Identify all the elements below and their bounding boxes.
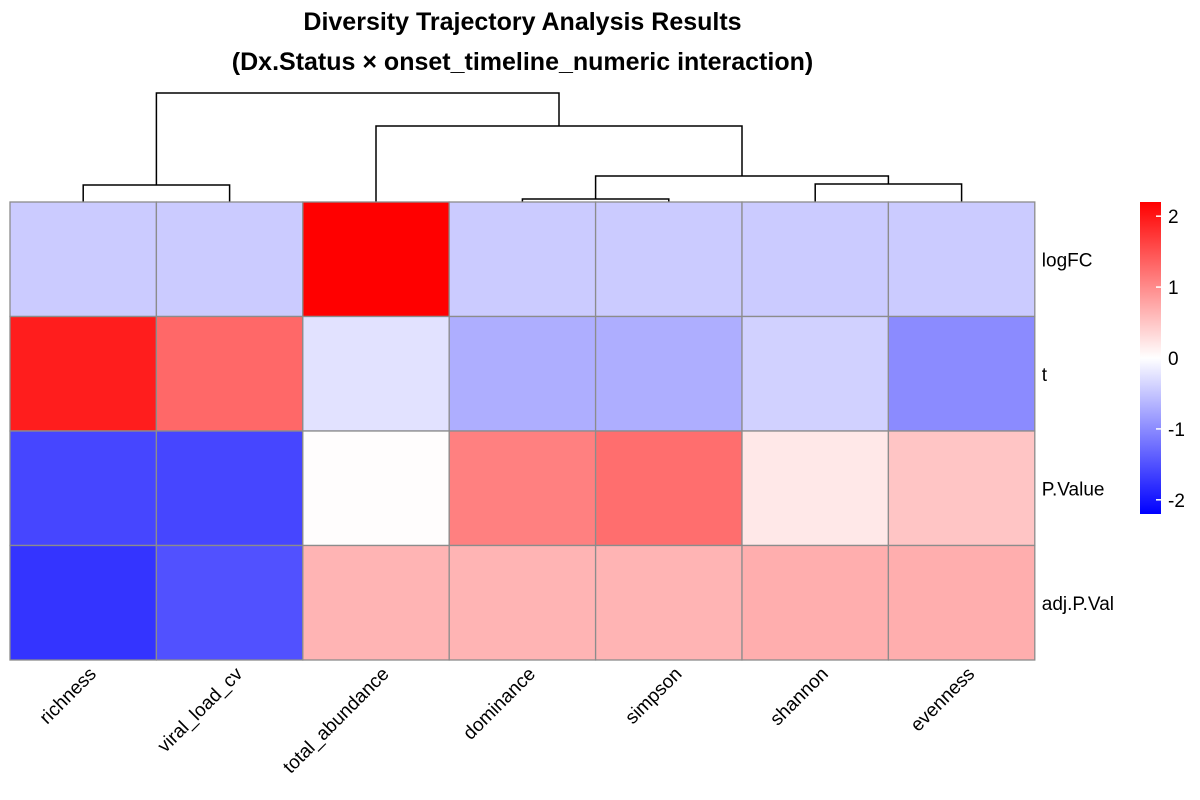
heatmap-cell <box>741 201 890 318</box>
column-label: simpson <box>621 664 686 729</box>
heatmap-cell <box>302 315 450 432</box>
legend-color-bar <box>1140 202 1161 514</box>
heatmap-cell <box>9 430 158 547</box>
heatmap-cell <box>741 430 890 547</box>
heatmap-cell <box>887 201 1036 318</box>
dendrogram-branch <box>375 125 743 202</box>
heatmap-cell <box>741 315 890 432</box>
legend-tick-label: -1 <box>1168 420 1185 441</box>
heatmap-cell <box>448 201 597 318</box>
legend-tick-label: -2 <box>1168 491 1185 512</box>
heatmap-cell <box>887 544 1036 661</box>
dendrogram-branch <box>594 175 890 199</box>
heatmap-cell <box>155 315 304 432</box>
row-labels: logFC t P.Value adj.P.Val <box>1042 250 1114 615</box>
heatmap-cell <box>302 201 450 318</box>
color-legend: 2 1 0 -1 -2 <box>1140 202 1185 514</box>
legend-tick-label: 0 <box>1168 349 1179 370</box>
heatmap-cell <box>155 430 304 547</box>
column-label: total_abundance <box>279 664 393 778</box>
row-label: adj.P.Val <box>1042 594 1114 615</box>
dendrogram-branch <box>155 92 560 185</box>
row-label: P.Value <box>1042 479 1105 500</box>
heatmap-cell <box>887 430 1036 547</box>
heatmap-cell <box>9 544 158 661</box>
heatmap-cell <box>594 544 743 661</box>
column-label: shannon <box>766 664 832 730</box>
chart-title-line-1: Diversity Trajectory Analysis Results <box>303 8 742 36</box>
legend-tick-label: 1 <box>1168 278 1179 299</box>
dendrogram-branch <box>82 184 231 202</box>
column-labels: richness viral_load_cv total_abundance domi… <box>36 663 979 778</box>
dendrogram-branch <box>814 183 963 202</box>
heatmap-cell <box>9 315 158 432</box>
chart-title-line-2: (Dx.Status × onset_timeline_numeric inte… <box>231 48 814 76</box>
heatmap-cell <box>448 544 597 661</box>
heatmap-cell <box>302 544 450 661</box>
heatmap-cell <box>594 430 743 547</box>
column-label: richness <box>36 664 101 729</box>
column-dendrogram <box>82 92 963 202</box>
row-label: logFC <box>1042 250 1093 271</box>
heatmap-cell <box>448 430 597 547</box>
heatmap-cell <box>741 544 890 661</box>
legend-tick-label: 2 <box>1168 207 1179 228</box>
heatmap-cell <box>155 544 304 661</box>
column-label: viral_load_cv <box>154 663 248 757</box>
heatmap-cell <box>887 315 1036 432</box>
heatmap-cell <box>594 201 743 318</box>
heatmap-cells <box>9 201 1036 661</box>
column-label: evenness <box>907 664 979 736</box>
heatmap-cell <box>594 315 743 432</box>
heatmap-cell <box>448 315 597 432</box>
heatmap-cell <box>302 430 450 547</box>
heatmap-cell <box>9 201 158 318</box>
heatmap-cell <box>155 201 304 318</box>
row-label: t <box>1042 365 1048 386</box>
column-label: dominance <box>459 664 540 745</box>
